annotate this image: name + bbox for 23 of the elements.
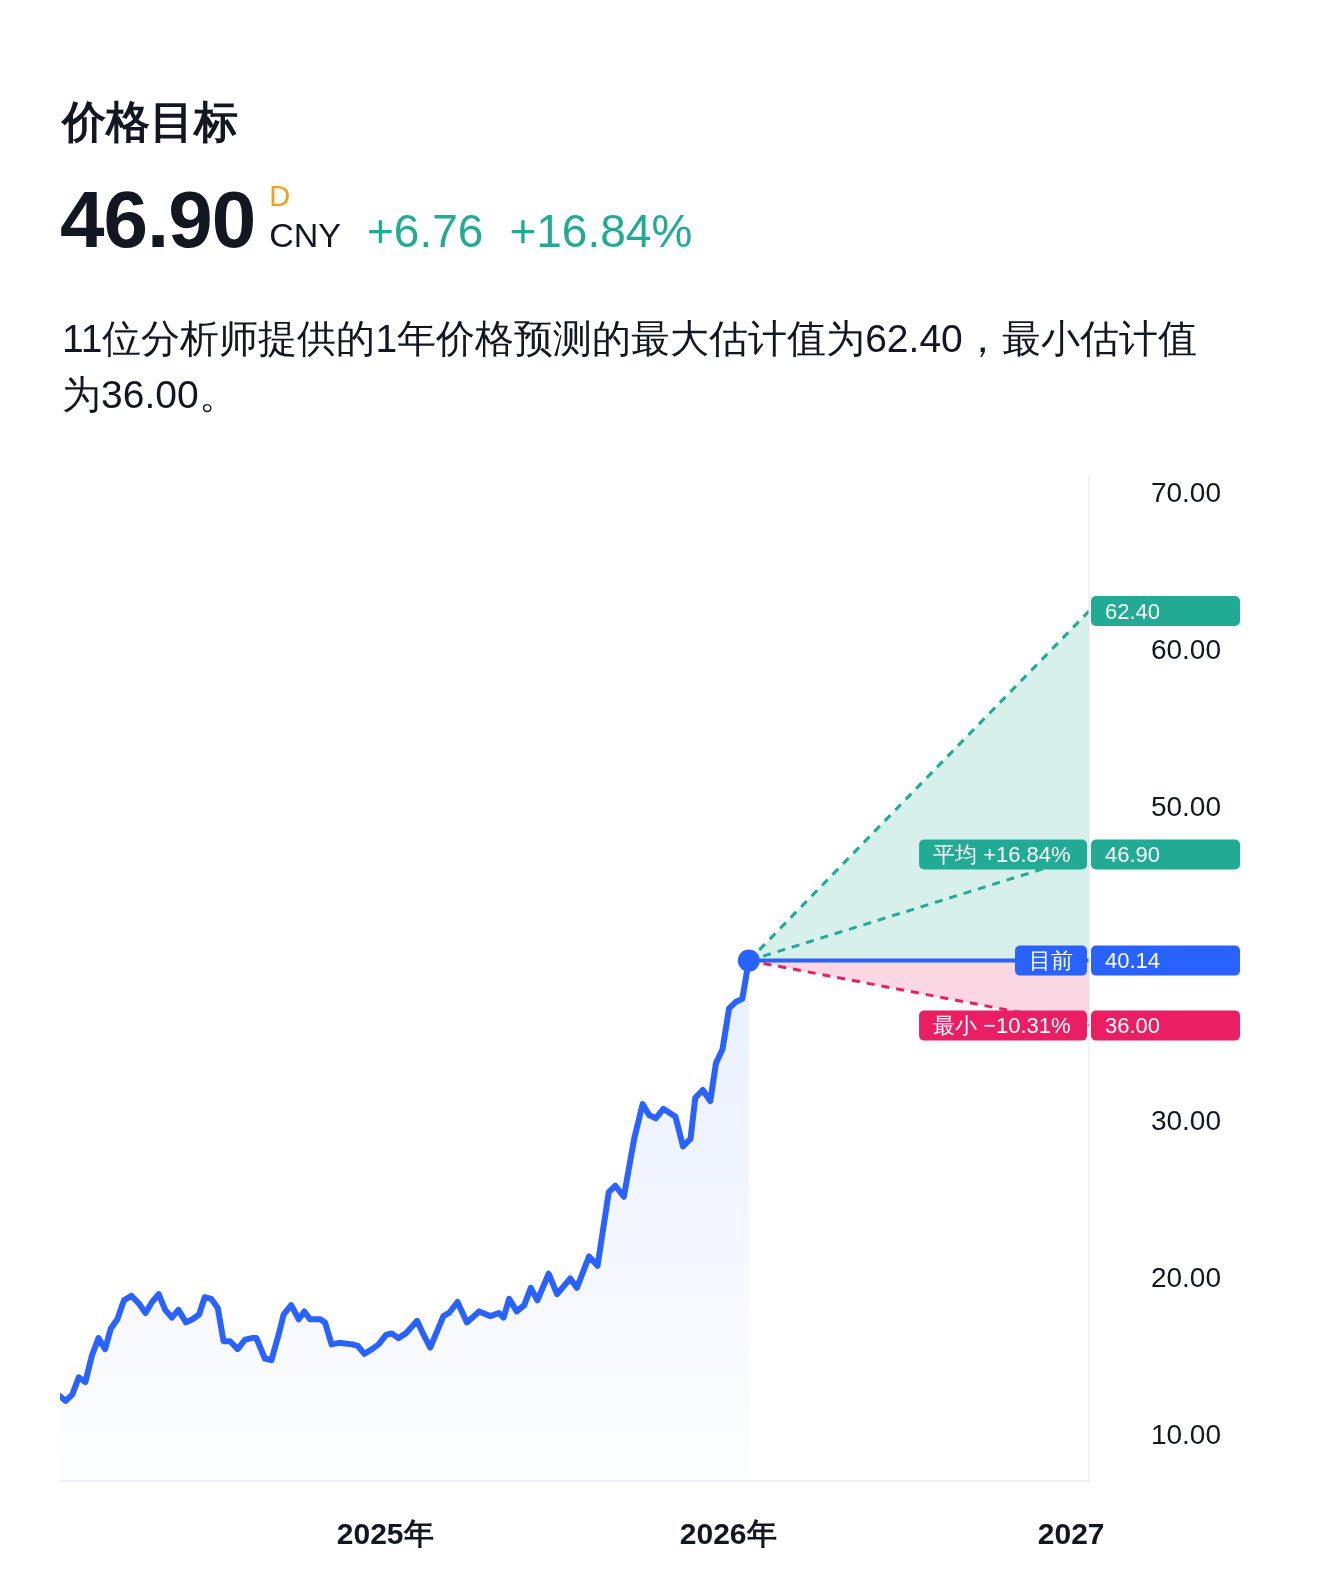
y-tick-label: 60.00 (1150, 633, 1221, 665)
text: +6.76 (367, 204, 484, 258)
y-tick-label: 30.00 (1150, 1104, 1221, 1136)
x-tick-label: 2025年 (336, 1516, 434, 1550)
series-label: 最小 −10.31% (933, 1013, 1071, 1039)
y-tick-label: 70.00 (1150, 476, 1221, 508)
data-label: 46.90 (1105, 842, 1161, 868)
y-tick-label: 50.00 (1150, 790, 1221, 822)
text: +16.84% (509, 204, 693, 258)
data-label: 40.14 (1105, 948, 1161, 974)
text: CNY (269, 216, 341, 254)
chart-title: 价格目标 (62, 96, 238, 148)
data-label: 62.40 (1105, 598, 1161, 624)
chart-subtitle: 11位分析师提供的1年价格预测的最大估计值为62.40，最小估计值为36.00。 (62, 316, 1198, 418)
text: D (269, 180, 291, 213)
y-tick-label: 20.00 (1150, 1261, 1221, 1293)
series-label: 平均 +16.84% (933, 842, 1071, 868)
x-tick-label: 2027 (1037, 1516, 1105, 1550)
data-label: 36.00 (1105, 1013, 1161, 1039)
text: 46.90 (60, 174, 256, 266)
x-tick-label: 2026年 (679, 1516, 777, 1550)
series-label: 目前 (1029, 948, 1073, 974)
y-tick-label: 10.00 (1150, 1418, 1221, 1450)
